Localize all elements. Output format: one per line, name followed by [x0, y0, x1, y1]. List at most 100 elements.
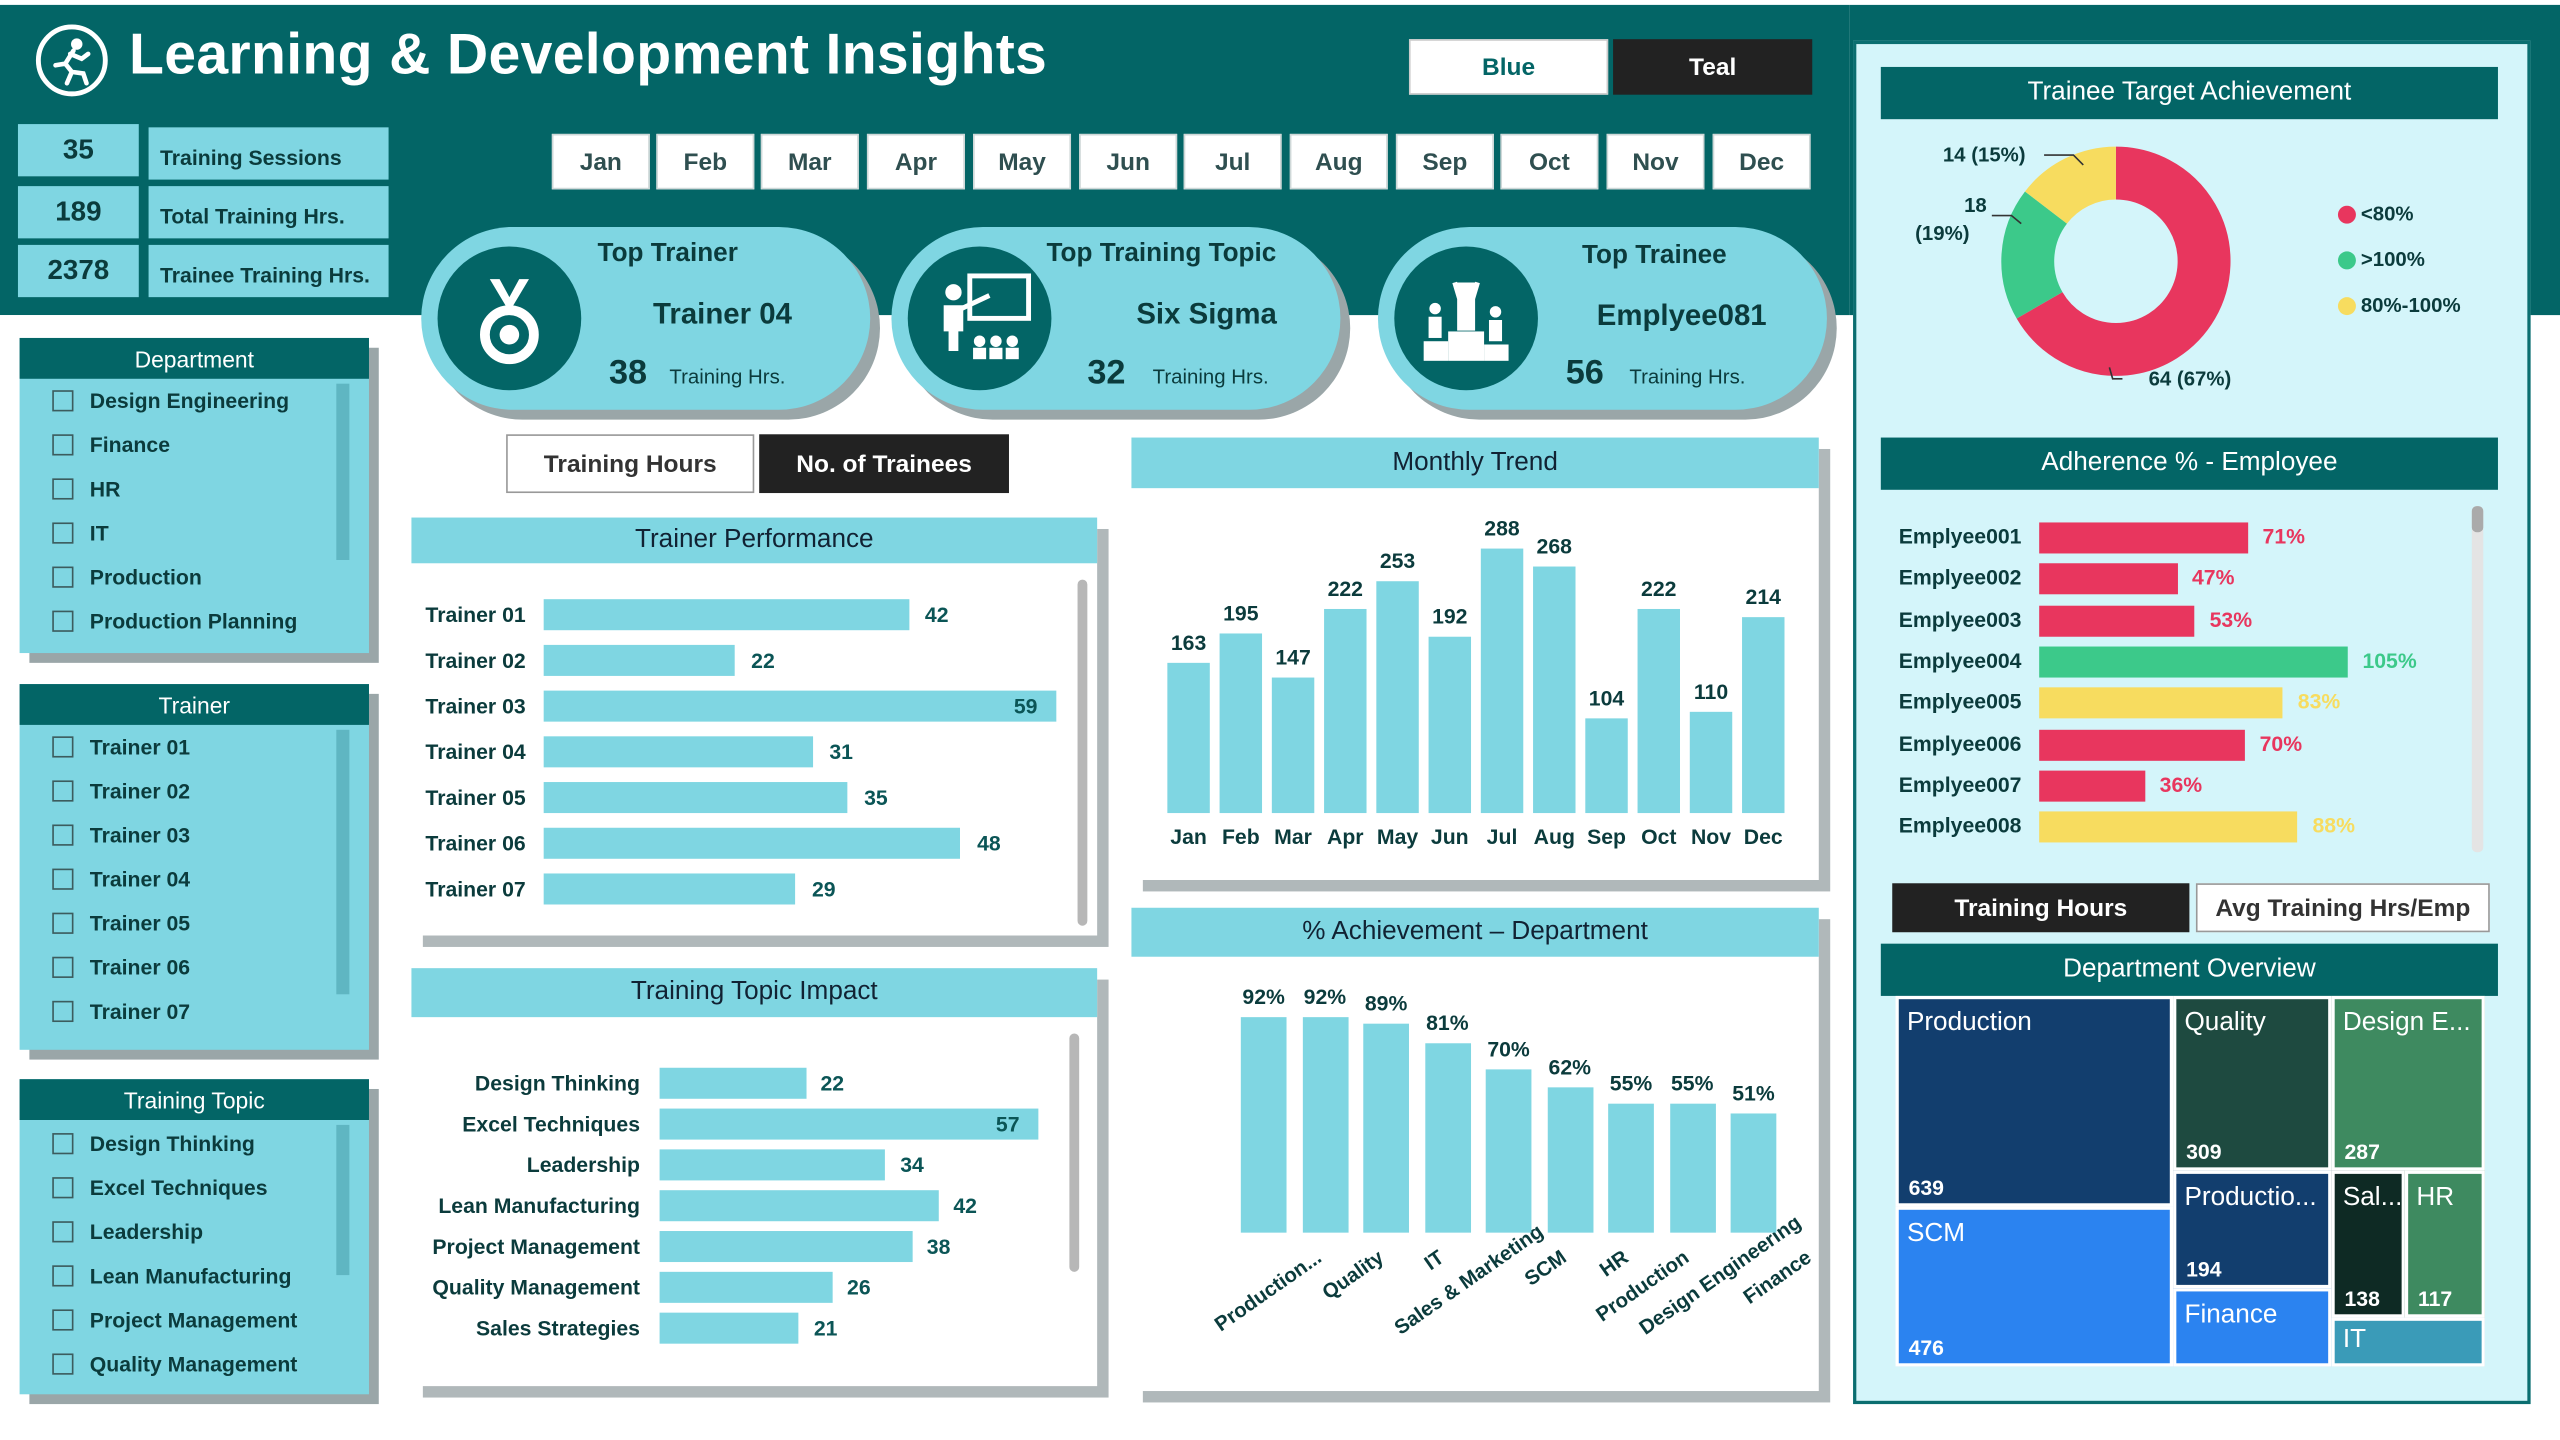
treemap-cell[interactable]: Design E... 287 — [2331, 995, 2485, 1171]
month-button-oct[interactable]: Oct — [1500, 133, 1599, 190]
slicer-scrollbar[interactable] — [336, 1124, 350, 1276]
slicer-item[interactable]: Production Planning — [52, 609, 297, 633]
slicer-item[interactable]: Excel Techniques — [52, 1176, 268, 1200]
adherence-employee-label: Emplyee005 — [1898, 689, 2022, 714]
checkbox[interactable] — [52, 522, 74, 544]
trainer-label: Trainer 02 — [425, 648, 526, 673]
checkbox[interactable] — [52, 610, 74, 632]
checkbox[interactable] — [52, 1177, 74, 1199]
legend-item: <80% — [2337, 202, 2414, 225]
trend-month-label: Aug — [1533, 824, 1575, 849]
slicer-item[interactable]: Trainer 03 — [52, 823, 190, 847]
checkbox[interactable] — [52, 1353, 74, 1375]
month-button-dec[interactable]: Dec — [1712, 133, 1811, 190]
trainer-label: Trainer 05 — [425, 785, 526, 810]
adherence-bar — [2039, 563, 2178, 595]
slicer-item[interactable]: Quality Management — [52, 1352, 297, 1376]
scrollbar[interactable] — [1077, 579, 1088, 926]
slicer-item[interactable]: Lean Manufacturing — [52, 1264, 291, 1288]
month-button-apr[interactable]: Apr — [866, 133, 965, 190]
checkbox[interactable] — [52, 736, 74, 758]
slicer-item[interactable]: IT — [52, 521, 109, 545]
month-button-sep[interactable]: Sep — [1395, 133, 1494, 190]
topic-value: 22 — [820, 1071, 845, 1096]
treemap-cell[interactable]: Production 639 — [1895, 995, 2174, 1207]
checkbox[interactable] — [52, 478, 74, 500]
checkbox[interactable] — [52, 868, 74, 890]
slicer-item[interactable]: Design Engineering — [52, 389, 289, 413]
kpi-trainee-hours-label: Trainee Training Hrs. — [148, 244, 389, 298]
treemap-cell[interactable]: Finance — [2173, 1288, 2332, 1367]
slicer-item-label: Lean Manufacturing — [89, 1263, 292, 1289]
adherence-scrollbar[interactable] — [2471, 506, 2484, 853]
toggle-right-training-hours[interactable]: Training Hours — [1892, 883, 2190, 933]
treemap-cell-value: 194 — [2186, 1257, 2222, 1282]
checkbox[interactable] — [52, 912, 74, 934]
slicer-item[interactable]: Trainer 02 — [52, 779, 190, 803]
trend-month-label: May — [1376, 824, 1419, 849]
checkbox[interactable] — [52, 1265, 74, 1287]
treemap-cell-label: HR — [2416, 1183, 2455, 1212]
slicer-item[interactable]: Finance — [52, 433, 170, 457]
trend-bar — [1376, 580, 1419, 814]
donut-data-label: 14 (15%) — [1943, 145, 2026, 167]
achievement-bar — [1363, 1024, 1409, 1233]
slicer-item-label: Finance — [89, 432, 170, 458]
checkbox[interactable] — [52, 390, 74, 412]
month-button-aug[interactable]: Aug — [1289, 133, 1388, 190]
achievement-bar — [1424, 1042, 1471, 1233]
month-button-feb[interactable]: Feb — [656, 133, 755, 190]
treemap-cell[interactable]: Quality 309 — [2173, 995, 2332, 1171]
month-button-jul[interactable]: Jul — [1183, 133, 1282, 190]
checkbox[interactable] — [52, 780, 74, 802]
trend-bar — [1637, 609, 1680, 814]
checkbox[interactable] — [52, 956, 74, 978]
checkbox[interactable] — [52, 566, 74, 588]
slicer-scrollbar[interactable] — [336, 729, 350, 995]
treemap-cell[interactable]: SCM 476 — [1895, 1206, 2174, 1367]
toggle-avg-training[interactable]: Avg Training Hrs/Emp — [2195, 883, 2490, 933]
theme-blue-button[interactable]: Blue — [1408, 39, 1609, 95]
slicer-item[interactable]: Project Management — [52, 1308, 297, 1332]
slicer-item[interactable]: HR — [52, 477, 120, 501]
trainer-bar — [543, 827, 961, 859]
slicer-item[interactable]: Trainer 05 — [52, 911, 190, 936]
toggle-no-of-trainees[interactable]: No. of Trainees — [759, 434, 1009, 494]
topic-label: Lean Manufacturing — [438, 1193, 640, 1218]
month-button-jun[interactable]: Jun — [1079, 133, 1178, 190]
month-button-may[interactable]: May — [973, 133, 1072, 190]
panel-title: % Achievement – Department — [1131, 907, 1819, 957]
slicer-item[interactable]: Trainer 07 — [52, 999, 190, 1024]
slicer-item-label: Trainer 06 — [89, 955, 191, 980]
theme-teal-button[interactable]: Teal — [1613, 39, 1813, 95]
slicer-item[interactable]: Trainer 01 — [52, 735, 190, 759]
slicer-item-label: Trainer 04 — [89, 866, 191, 892]
trend-value: 192 — [1432, 604, 1468, 629]
toggle-training-hours[interactable]: Training Hours — [506, 434, 755, 494]
slicer-item[interactable]: Leadership — [52, 1220, 203, 1244]
treemap-cell-label: IT — [2342, 1325, 2367, 1354]
treemap-cell[interactable]: Sal... 138 — [2331, 1170, 2405, 1318]
slicer-scrollbar[interactable] — [336, 383, 350, 560]
slicer-item[interactable]: Production — [52, 565, 202, 589]
checkbox[interactable] — [52, 1221, 74, 1243]
achievement-bar — [1302, 1017, 1348, 1233]
adherence-title: Adherence % - Employee — [1880, 437, 2498, 490]
checkbox[interactable] — [52, 1133, 74, 1155]
scrollbar[interactable] — [1069, 1033, 1080, 1272]
checkbox[interactable] — [52, 434, 74, 456]
slicer-item[interactable]: Trainer 06 — [52, 955, 191, 980]
month-button-nov[interactable]: Nov — [1606, 133, 1705, 190]
month-button-mar[interactable]: Mar — [760, 133, 859, 190]
adherence-bar — [2039, 770, 2145, 802]
treemap-cell[interactable]: Productio... 194 — [2173, 1170, 2332, 1289]
slicer-item[interactable]: Design Thinking — [52, 1131, 255, 1156]
month-button-jan[interactable]: Jan — [551, 133, 650, 190]
checkbox[interactable] — [52, 824, 74, 846]
achievement-value: 62% — [1548, 1054, 1592, 1080]
treemap-cell[interactable]: HR 117 — [2404, 1170, 2485, 1318]
checkbox[interactable] — [52, 1000, 74, 1023]
checkbox[interactable] — [52, 1309, 74, 1331]
slicer-item[interactable]: Trainer 04 — [52, 867, 190, 891]
treemap-cell[interactable]: IT — [2331, 1317, 2485, 1367]
